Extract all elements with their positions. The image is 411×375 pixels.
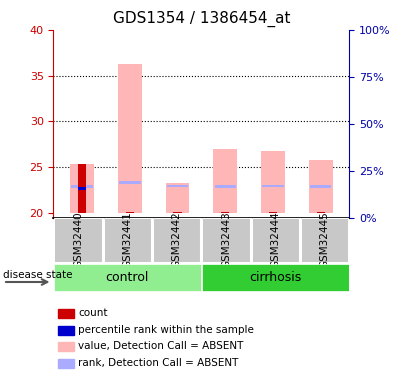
Bar (78, 165, 86, 213)
Bar (261, 151, 285, 213)
Bar (166, 183, 189, 213)
Bar (167, 184, 188, 188)
Text: GSM32441: GSM32441 (122, 211, 132, 268)
Text: GSM32442: GSM32442 (172, 211, 182, 268)
Bar (119, 181, 141, 184)
FancyBboxPatch shape (54, 264, 201, 291)
Text: GSM32445: GSM32445 (320, 211, 330, 268)
Bar (221, 212, 229, 213)
Bar (118, 64, 142, 213)
Bar (262, 184, 284, 188)
FancyBboxPatch shape (301, 218, 349, 262)
Bar (316, 212, 325, 213)
Text: disease state: disease state (3, 270, 73, 280)
FancyBboxPatch shape (54, 218, 102, 262)
FancyBboxPatch shape (202, 218, 250, 262)
Bar (70, 165, 94, 213)
Bar (78, 188, 86, 190)
Bar (173, 212, 182, 213)
Text: control: control (106, 271, 149, 284)
Text: count: count (78, 309, 108, 318)
FancyBboxPatch shape (202, 264, 349, 291)
Text: GSM32444: GSM32444 (270, 211, 280, 268)
Text: GSM32440: GSM32440 (73, 211, 83, 268)
Text: cirrhosis: cirrhosis (249, 271, 302, 284)
FancyBboxPatch shape (252, 218, 299, 262)
Bar (58, 326, 74, 334)
FancyBboxPatch shape (104, 218, 151, 262)
Text: percentile rank within the sample: percentile rank within the sample (78, 325, 254, 335)
Text: value, Detection Call = ABSENT: value, Detection Call = ABSENT (78, 342, 243, 351)
Bar (72, 186, 93, 188)
Text: rank, Detection Call = ABSENT: rank, Detection Call = ABSENT (78, 358, 238, 368)
Bar (269, 212, 277, 213)
Bar (58, 309, 74, 318)
Bar (126, 212, 134, 213)
Bar (309, 160, 332, 213)
Bar (215, 186, 236, 188)
FancyBboxPatch shape (153, 218, 201, 262)
Bar (213, 149, 237, 213)
Bar (58, 358, 74, 368)
Text: GSM32443: GSM32443 (221, 211, 231, 268)
Bar (310, 186, 331, 188)
Title: GDS1354 / 1386454_at: GDS1354 / 1386454_at (113, 11, 290, 27)
Bar (58, 342, 74, 351)
